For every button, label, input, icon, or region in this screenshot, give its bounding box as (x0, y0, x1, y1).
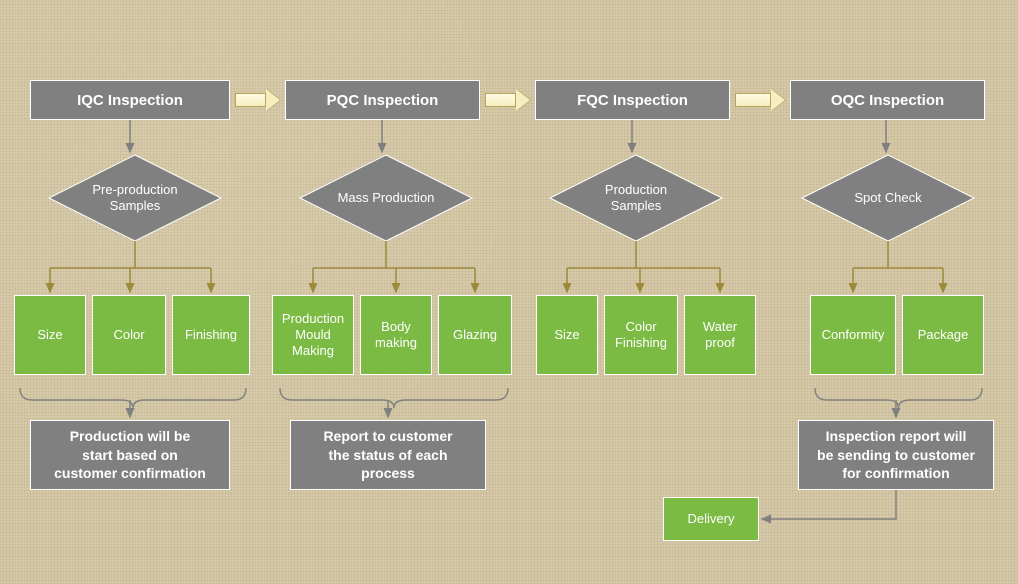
flow-arrow-2 (735, 89, 785, 111)
header-iqc-label: IQC Inspection (77, 92, 183, 109)
greenbox-size2-label: Size (554, 327, 579, 343)
greenbox-glazing: Glazing (438, 295, 512, 375)
header-oqc: OQC Inspection (790, 80, 985, 120)
header-pqc-label: PQC Inspection (327, 92, 439, 109)
header-pqc: PQC Inspection (285, 80, 480, 120)
greenbox-water-label: Waterproof (703, 319, 737, 352)
note-note1-label: Production will bestart based oncustomer… (54, 427, 206, 484)
flowchart-canvas: IQC Inspection PQC Inspection FQC Inspecti… (0, 0, 1018, 584)
flow-arrow-1 (485, 89, 530, 111)
flow-arrow-0-shaft (235, 93, 266, 107)
header-fqc-label: FQC Inspection (577, 92, 688, 109)
diamond-spotcheck: Spot Check (802, 155, 974, 241)
greenbox-mould-label: ProductionMouldMaking (282, 311, 344, 360)
header-fqc: FQC Inspection (535, 80, 730, 120)
flow-arrow-1-head (516, 89, 530, 111)
diamond-preprod-label: Pre-productionSamples (86, 182, 183, 213)
greenbox-body-label: Bodymaking (375, 319, 417, 352)
greenbox-size2: Size (536, 295, 598, 375)
note-note2-label: Report to customerthe status of eachproc… (323, 427, 452, 484)
greenbox-finish1: Finishing (172, 295, 250, 375)
note-note3-label: Inspection report willbe sending to cust… (817, 427, 975, 484)
note-note1: Production will bestart based oncustomer… (30, 420, 230, 490)
diamond-massprod-label: Mass Production (332, 190, 441, 206)
header-oqc-label: OQC Inspection (831, 92, 944, 109)
greenbox-delivery-label: Delivery (688, 511, 735, 527)
greenbox-color1-label: Color (113, 327, 144, 343)
flow-arrow-0-head (266, 89, 280, 111)
flow-arrow-2-shaft (735, 93, 771, 107)
greenbox-size1: Size (14, 295, 86, 375)
flow-arrow-2-head (771, 89, 785, 111)
greenbox-water: Waterproof (684, 295, 756, 375)
greenbox-color1: Color (92, 295, 166, 375)
diamond-preprod: Pre-productionSamples (49, 155, 221, 241)
greenbox-package-label: Package (918, 327, 969, 343)
greenbox-finish1-label: Finishing (185, 327, 237, 343)
greenbox-body: Bodymaking (360, 295, 432, 375)
greenbox-colfin-label: ColorFinishing (615, 319, 667, 352)
greenbox-size1-label: Size (37, 327, 62, 343)
diamond-prodsamp-label: ProductionSamples (599, 182, 673, 213)
greenbox-package: Package (902, 295, 984, 375)
greenbox-colfin: ColorFinishing (604, 295, 678, 375)
greenbox-delivery: Delivery (663, 497, 759, 541)
diamond-spotcheck-label: Spot Check (848, 190, 927, 206)
note-note2: Report to customerthe status of eachproc… (290, 420, 486, 490)
greenbox-conform: Conformity (810, 295, 896, 375)
diamond-massprod: Mass Production (300, 155, 472, 241)
header-iqc: IQC Inspection (30, 80, 230, 120)
note-note3: Inspection report willbe sending to cust… (798, 420, 994, 490)
greenbox-conform-label: Conformity (822, 327, 885, 343)
flow-arrow-1-shaft (485, 93, 516, 107)
diamond-prodsamp: ProductionSamples (550, 155, 722, 241)
greenbox-mould: ProductionMouldMaking (272, 295, 354, 375)
flow-arrow-0 (235, 89, 280, 111)
greenbox-glazing-label: Glazing (453, 327, 497, 343)
